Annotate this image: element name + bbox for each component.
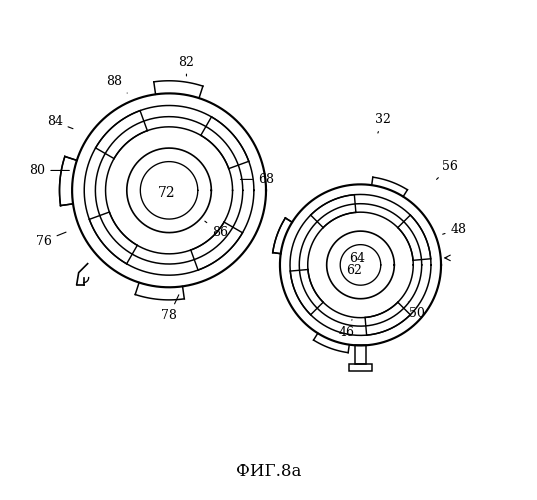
- Bar: [349, 364, 373, 372]
- Text: 72: 72: [158, 186, 176, 200]
- Text: 46: 46: [339, 320, 355, 338]
- Text: 68: 68: [241, 173, 274, 186]
- Bar: [355, 346, 366, 364]
- Text: 84: 84: [47, 115, 73, 128]
- Text: 82: 82: [178, 56, 194, 76]
- Text: 76: 76: [36, 232, 66, 248]
- Text: ФИГ.8а: ФИГ.8а: [236, 463, 301, 480]
- Text: 62: 62: [346, 264, 362, 278]
- Text: 48: 48: [442, 222, 467, 235]
- Text: 80: 80: [30, 164, 69, 177]
- Text: 56: 56: [437, 160, 458, 180]
- Text: 50: 50: [408, 302, 425, 320]
- Text: 64: 64: [349, 252, 365, 265]
- Text: 88: 88: [106, 76, 127, 93]
- Text: 32: 32: [375, 113, 391, 133]
- Text: 78: 78: [161, 295, 179, 322]
- Text: 86: 86: [205, 221, 228, 239]
